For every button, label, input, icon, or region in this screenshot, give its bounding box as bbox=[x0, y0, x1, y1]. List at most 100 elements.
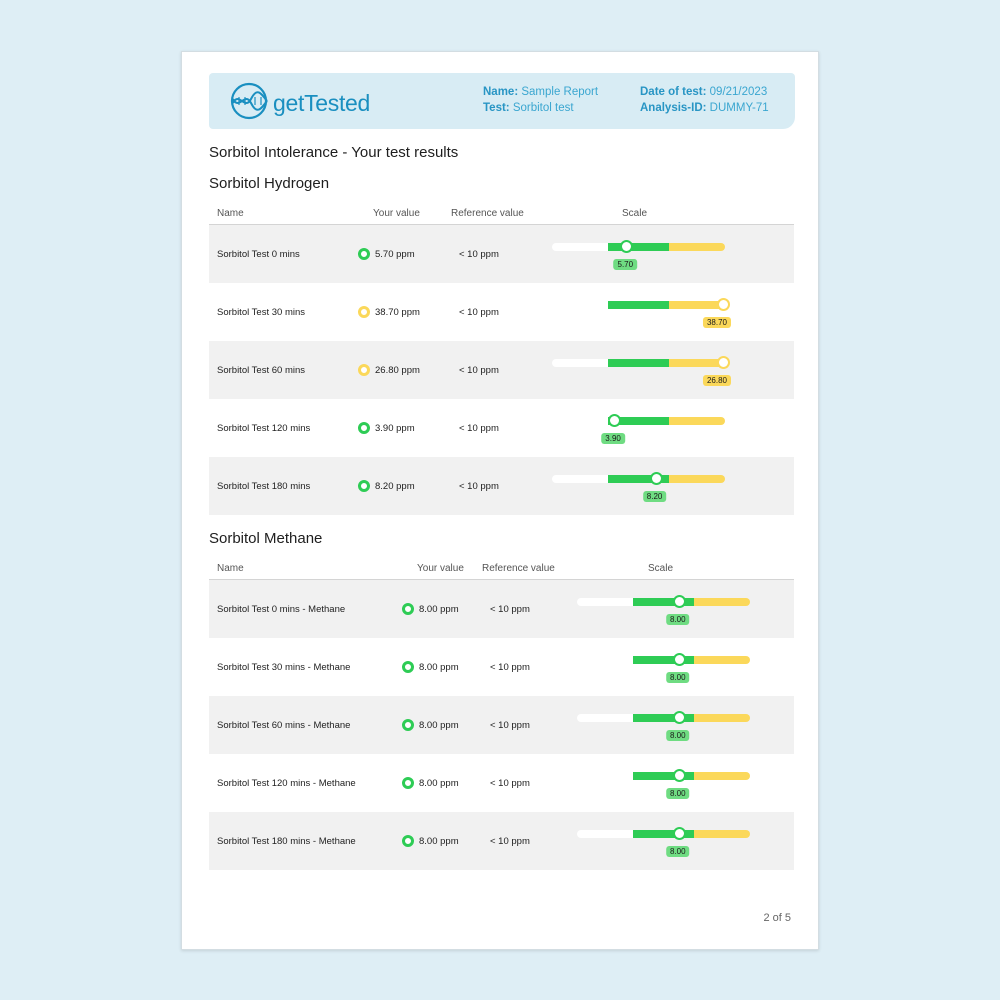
scale-elevated-range bbox=[694, 772, 750, 780]
scale-normal-range bbox=[633, 656, 694, 664]
result-scale: 38.70 bbox=[552, 298, 732, 341]
reference-value: < 10 ppm bbox=[490, 778, 530, 789]
result-scale: 8.00 bbox=[577, 711, 752, 754]
result-scale: 8.00 bbox=[577, 653, 752, 696]
result-scale: 8.00 bbox=[577, 769, 752, 812]
scale-normal-range bbox=[608, 243, 669, 251]
status-dot-icon bbox=[402, 603, 414, 615]
result-value: 8.00 ppm bbox=[419, 604, 459, 615]
result-name: Sorbitol Test 0 mins - Methane bbox=[217, 604, 346, 615]
scale-marker-label: 8.00 bbox=[665, 672, 690, 683]
scale-track bbox=[552, 243, 608, 251]
table-row: Sorbitol Test 120 mins - Methane 8.00 ppm… bbox=[209, 754, 794, 812]
scale-marker-label: 8.20 bbox=[642, 491, 667, 502]
scale-elevated-range bbox=[694, 714, 750, 722]
scale-marker-label: 8.00 bbox=[665, 788, 690, 799]
col-header-value: Your value bbox=[417, 563, 464, 574]
section-title-hydrogen: Sorbitol Hydrogen bbox=[209, 175, 330, 192]
table-row: Sorbitol Test 60 mins 26.80 ppm < 10 ppm 26… bbox=[209, 341, 794, 399]
result-name: Sorbitol Test 30 mins bbox=[217, 307, 306, 318]
page-title: Sorbitol Intolerance - Your test results bbox=[209, 144, 459, 161]
result-scale: 8.00 bbox=[577, 595, 752, 638]
table-row: Sorbitol Test 120 mins 3.90 ppm < 10 ppm 3.… bbox=[209, 399, 794, 457]
scale-marker-icon bbox=[672, 595, 686, 608]
dna-logo-icon bbox=[230, 82, 268, 120]
methane-results-table: Name Your value Reference value Scale Sorbit… bbox=[209, 557, 794, 870]
scale-elevated-range bbox=[669, 417, 725, 425]
reference-value: < 10 ppm bbox=[459, 365, 499, 376]
reference-value: < 10 ppm bbox=[490, 836, 530, 847]
result-value: 26.80 ppm bbox=[375, 365, 420, 376]
result-name: Sorbitol Test 60 mins - Methane bbox=[217, 720, 351, 731]
reference-value: < 10 ppm bbox=[459, 307, 499, 318]
reference-value: < 10 ppm bbox=[490, 604, 530, 615]
reference-value: < 10 ppm bbox=[490, 720, 530, 731]
scale-marker-icon bbox=[672, 653, 686, 666]
result-value: 8.00 ppm bbox=[419, 778, 459, 789]
scale-marker-icon bbox=[620, 240, 634, 253]
scale-elevated-range bbox=[669, 475, 725, 483]
result-name: Sorbitol Test 60 mins bbox=[217, 365, 306, 376]
table-header: Name Your value Reference value Scale bbox=[209, 557, 794, 580]
status-dot-icon bbox=[402, 719, 414, 731]
scale-marker-icon bbox=[608, 414, 622, 427]
scale-track bbox=[577, 598, 633, 606]
scale-elevated-range bbox=[669, 301, 725, 309]
scale-elevated-range bbox=[694, 656, 750, 664]
scale-track bbox=[552, 475, 608, 483]
scale-elevated-range bbox=[694, 598, 750, 606]
col-header-reference: Reference value bbox=[482, 563, 555, 574]
status-dot-icon bbox=[358, 248, 370, 260]
status-dot-icon bbox=[402, 661, 414, 673]
col-header-scale: Scale bbox=[648, 563, 674, 574]
name-label: Name: bbox=[483, 86, 519, 98]
brand-name: getTested bbox=[273, 90, 371, 116]
result-value: 38.70 ppm bbox=[375, 307, 420, 318]
status-dot-icon bbox=[402, 835, 414, 847]
analysis-label: Analysis-ID: bbox=[640, 102, 707, 114]
table-row: Sorbitol Test 180 mins - Methane 8.00 ppm… bbox=[209, 812, 794, 870]
scale-normal-range bbox=[633, 598, 694, 606]
scale-marker-label: 5.70 bbox=[613, 259, 638, 270]
col-header-reference: Reference value bbox=[451, 208, 524, 219]
scale-marker-icon bbox=[717, 298, 730, 311]
scale-track bbox=[577, 714, 633, 722]
result-name: Sorbitol Test 180 mins - Methane bbox=[217, 836, 356, 847]
scale-marker-label: 26.80 bbox=[702, 375, 732, 386]
result-value: 8.00 ppm bbox=[419, 720, 459, 731]
scale-marker-icon bbox=[717, 356, 730, 369]
result-name: Sorbitol Test 180 mins bbox=[217, 481, 311, 492]
brand-logo: getTested bbox=[229, 81, 389, 121]
table-row: Sorbitol Test 30 mins 38.70 ppm < 10 ppm 38… bbox=[209, 283, 794, 341]
table-row: Sorbitol Test 60 mins - Methane 8.00 ppm <… bbox=[209, 696, 794, 754]
scale-track bbox=[577, 830, 633, 838]
scale-normal-range bbox=[608, 359, 669, 367]
reference-value: < 10 ppm bbox=[459, 423, 499, 434]
scale-marker-icon bbox=[672, 769, 686, 782]
analysis-value: DUMMY-71 bbox=[709, 102, 769, 114]
status-dot-icon bbox=[358, 364, 370, 376]
result-name: Sorbitol Test 120 mins bbox=[217, 423, 311, 434]
col-header-scale: Scale bbox=[622, 208, 648, 219]
reference-value: < 10 ppm bbox=[459, 481, 499, 492]
result-value: 3.90 ppm bbox=[375, 423, 415, 434]
test-info: Date of test: 09/21/2023 Analysis-ID: DU… bbox=[640, 84, 769, 116]
result-value: 5.70 ppm bbox=[375, 249, 415, 260]
table-row: Sorbitol Test 0 mins 5.70 ppm < 10 ppm 5.70 bbox=[209, 225, 794, 283]
scale-normal-range bbox=[608, 301, 669, 309]
result-scale: 8.20 bbox=[552, 472, 727, 515]
date-label: Date of test: bbox=[640, 86, 707, 98]
col-header-name: Name bbox=[217, 563, 244, 574]
scale-marker-icon bbox=[649, 472, 663, 485]
table-row: Sorbitol Test 30 mins - Methane 8.00 ppm <… bbox=[209, 638, 794, 696]
report-header: getTested Name: Sample Report Test: Sorb… bbox=[209, 73, 795, 129]
result-scale: 5.70 bbox=[552, 240, 727, 283]
table-header: Name Your value Reference value Scale bbox=[209, 202, 794, 225]
section-title-methane: Sorbitol Methane bbox=[209, 530, 323, 547]
hydrogen-results-table: Name Your value Reference value Scale Sorbit… bbox=[209, 202, 794, 515]
status-dot-icon bbox=[358, 422, 370, 434]
scale-normal-range bbox=[633, 772, 694, 780]
scale-normal-range bbox=[633, 714, 694, 722]
scale-elevated-range bbox=[694, 830, 750, 838]
scale-marker-label: 38.70 bbox=[702, 317, 732, 328]
